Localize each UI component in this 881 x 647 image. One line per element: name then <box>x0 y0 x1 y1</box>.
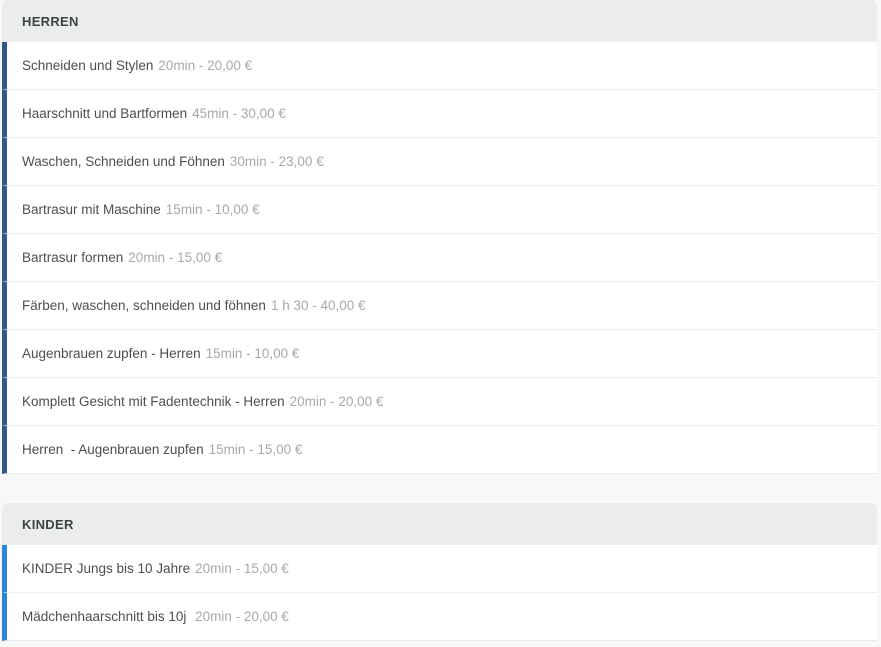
service-name: Augenbrauen zupfen - Herren <box>22 346 201 361</box>
service-row[interactable]: Komplett Gesicht mit Fadentechnik - Herr… <box>2 378 877 426</box>
service-row[interactable]: Mädchenhaarschnitt bis 10j 20min - 20,00… <box>2 593 877 641</box>
service-name: Herren - Augenbrauen zupfen <box>22 442 204 457</box>
service-duration-price: 15min - 10,00 € <box>205 346 300 361</box>
service-row[interactable]: Augenbrauen zupfen - Herren 15min - 10,0… <box>2 330 877 378</box>
service-duration-price: 20min - 20,00 € <box>195 609 289 624</box>
service-name: Schneiden und Stylen <box>22 58 154 73</box>
service-category-section: KINDER KINDER Jungs bis 10 Jahre 20min -… <box>2 503 877 641</box>
service-name: Bartrasur mit Maschine <box>22 202 161 217</box>
service-name: Mädchenhaarschnitt bis 10j <box>22 609 191 624</box>
service-row[interactable]: Haarschnitt und Bartformen 45min - 30,00… <box>2 90 877 138</box>
service-row[interactable]: KINDER Jungs bis 10 Jahre 20min - 15,00 … <box>2 545 877 593</box>
service-duration-price: 30min - 23,00 € <box>229 154 324 169</box>
service-duration-price: 45min - 30,00 € <box>192 106 286 121</box>
category-title: KINDER <box>22 516 74 532</box>
service-name: KINDER Jungs bis 10 Jahre <box>22 561 191 576</box>
service-duration-price: 15min - 10,00 € <box>165 202 260 217</box>
service-duration-price: 20min - 20,00 € <box>289 394 384 409</box>
category-header: HERREN <box>2 0 877 42</box>
service-name: Haarschnitt und Bartformen <box>22 106 188 121</box>
service-duration-price: 1 h 30 - 40,00 € <box>270 298 366 313</box>
service-row[interactable]: Herren - Augenbrauen zupfen 15min - 15,0… <box>2 426 877 474</box>
service-category-section: HERREN Schneiden und Stylen 20min - 20,0… <box>2 0 877 474</box>
category-rows: Schneiden und Stylen 20min - 20,00 € Haa… <box>2 42 877 474</box>
service-row[interactable]: Schneiden und Stylen 20min - 20,00 € <box>2 42 877 90</box>
service-row[interactable]: Färben, waschen, schneiden und föhnen 1 … <box>2 282 877 330</box>
service-name: Färben, waschen, schneiden und föhnen <box>22 298 266 313</box>
category-header: KINDER <box>2 503 877 545</box>
service-row[interactable]: Bartrasur mit Maschine 15min - 10,00 € <box>2 186 877 234</box>
service-duration-price: 20min - 20,00 € <box>158 58 253 73</box>
service-duration-price: 20min - 15,00 € <box>128 250 223 265</box>
service-name: Waschen, Schneiden und Föhnen <box>22 154 225 169</box>
service-row[interactable]: Bartrasur formen 20min - 15,00 € <box>2 234 877 282</box>
service-row[interactable]: Waschen, Schneiden und Föhnen 30min - 23… <box>2 138 877 186</box>
service-duration-price: 15min - 15,00 € <box>208 442 303 457</box>
service-name: Bartrasur formen <box>22 250 124 265</box>
category-title: HERREN <box>22 13 79 29</box>
service-duration-price: 20min - 15,00 € <box>195 561 289 576</box>
service-name: Komplett Gesicht mit Fadentechnik - Herr… <box>22 394 285 409</box>
category-rows: KINDER Jungs bis 10 Jahre 20min - 15,00 … <box>2 545 877 641</box>
